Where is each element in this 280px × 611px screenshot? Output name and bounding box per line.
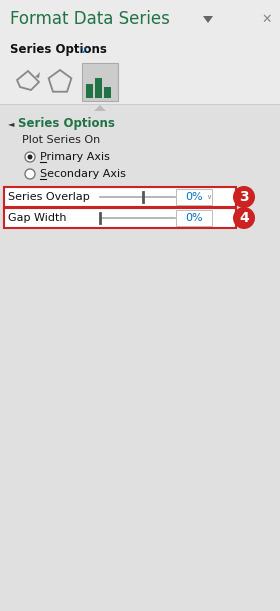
Circle shape [233, 207, 255, 229]
Circle shape [233, 186, 255, 208]
FancyBboxPatch shape [176, 189, 212, 205]
Text: Plot Series On: Plot Series On [22, 135, 100, 145]
FancyBboxPatch shape [176, 210, 212, 226]
FancyBboxPatch shape [4, 187, 236, 207]
Text: Series Options: Series Options [18, 117, 115, 131]
Text: Series Overlap: Series Overlap [8, 192, 90, 202]
Text: ✕: ✕ [262, 12, 272, 26]
Text: Gap Width: Gap Width [8, 213, 67, 223]
FancyBboxPatch shape [95, 78, 102, 98]
FancyBboxPatch shape [0, 38, 280, 60]
FancyBboxPatch shape [0, 60, 280, 104]
Text: 0%: 0% [185, 213, 203, 223]
FancyBboxPatch shape [82, 63, 118, 101]
FancyBboxPatch shape [104, 87, 111, 98]
Text: Secondary Axis: Secondary Axis [40, 169, 126, 179]
Text: ∨: ∨ [206, 194, 211, 200]
Text: Format Data Series: Format Data Series [10, 10, 170, 28]
Circle shape [27, 155, 32, 159]
FancyBboxPatch shape [4, 208, 236, 228]
Polygon shape [35, 72, 40, 78]
Circle shape [25, 152, 35, 162]
Text: 3: 3 [239, 190, 249, 204]
Circle shape [25, 169, 35, 179]
Polygon shape [94, 105, 106, 111]
Text: 4: 4 [239, 211, 249, 225]
FancyBboxPatch shape [86, 84, 93, 98]
Text: Series Options: Series Options [10, 43, 107, 56]
Polygon shape [203, 16, 213, 23]
Text: 0%: 0% [185, 192, 203, 202]
Text: ◄: ◄ [8, 120, 15, 128]
FancyBboxPatch shape [0, 0, 280, 38]
Text: Primary Axis: Primary Axis [40, 152, 110, 162]
Text: ∨: ∨ [80, 45, 87, 55]
